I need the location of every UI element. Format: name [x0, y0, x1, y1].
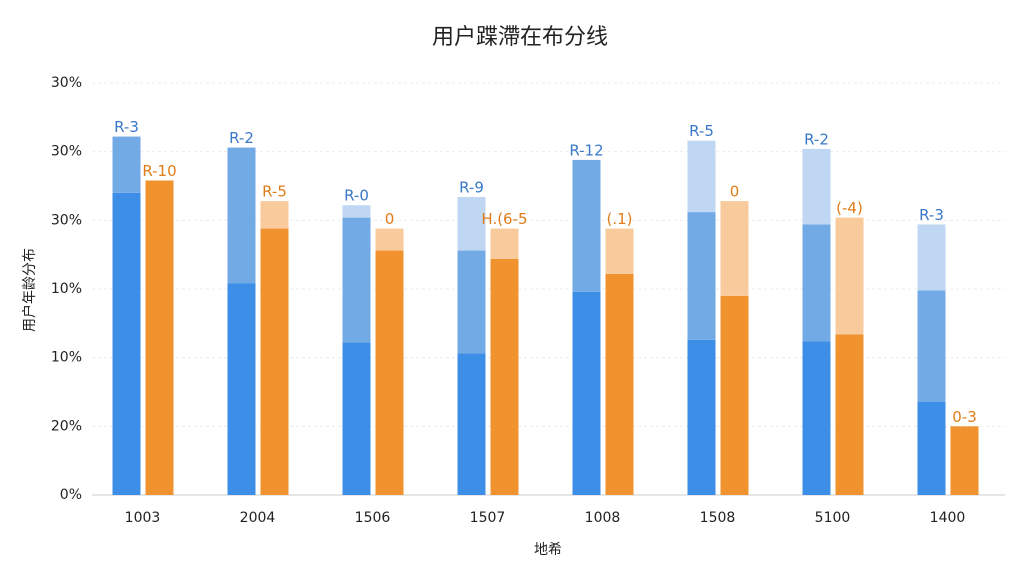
data-label: R-0 — [344, 187, 369, 205]
bar-segment — [145, 180, 174, 496]
data-label: R-3 — [114, 118, 139, 136]
bar-segment — [720, 201, 749, 296]
bar-segment — [950, 426, 979, 495]
data-label: (.1) — [606, 210, 632, 228]
y-tick-label: 10% — [51, 350, 82, 366]
bar-segment — [457, 250, 486, 354]
bar-segment — [342, 205, 371, 218]
y-axis-label: 用户年龄分布 — [21, 248, 38, 332]
data-label: R-10 — [142, 162, 176, 180]
bar-segment — [375, 250, 404, 495]
bar-segment — [227, 283, 256, 495]
bar-segment — [917, 224, 946, 291]
data-label: R-3 — [919, 206, 944, 224]
x-tick-label: 1003 — [125, 510, 161, 526]
data-label: R-2 — [804, 130, 829, 148]
bar-segment — [490, 228, 519, 259]
bar-segment — [835, 334, 864, 495]
bar-segment — [260, 228, 289, 495]
y-tick-label: 30% — [51, 144, 82, 160]
data-label: R-5 — [689, 122, 714, 140]
y-tick-label: 30% — [51, 212, 82, 228]
x-tick-label: 2004 — [240, 510, 276, 526]
bar-segment — [720, 295, 749, 495]
y-tick-label: 20% — [51, 418, 82, 434]
y-tick-label: 10% — [51, 281, 82, 297]
y-tick-label: 0% — [60, 487, 82, 503]
bar-segment — [490, 258, 519, 495]
bar-segment — [802, 148, 831, 225]
x-tick-label: 1400 — [930, 510, 966, 526]
bar-segment — [457, 196, 486, 251]
bar-segment — [687, 339, 716, 495]
bar-segment — [917, 401, 946, 495]
data-label: 0 — [730, 183, 740, 201]
bar-segment — [802, 224, 831, 342]
y-tick-label: 30% — [51, 75, 82, 91]
x-tick-label: 1506 — [355, 510, 391, 526]
bar-segment — [112, 192, 141, 495]
bar-segment — [457, 353, 486, 495]
bar-segment — [917, 290, 946, 402]
bar-segment — [260, 201, 289, 229]
data-label: (-4) — [836, 199, 863, 217]
data-label: R-9 — [459, 178, 484, 196]
x-axis-label: 地希 — [534, 542, 562, 558]
data-label: 0-3 — [952, 408, 977, 426]
data-label: R-5 — [262, 183, 287, 201]
x-tick-label: 1008 — [585, 510, 621, 526]
bar-segment — [572, 159, 601, 292]
bar-segment — [687, 212, 716, 340]
bar-segment — [605, 228, 634, 274]
bar-segment — [687, 140, 716, 213]
bar-segment — [342, 342, 371, 495]
data-label: R-12 — [569, 141, 603, 159]
x-tick-label: 1507 — [470, 510, 506, 526]
bar-segment — [375, 228, 404, 251]
chart-title: 用户蹀滯在布分线 — [432, 25, 608, 50]
bar-segment — [572, 291, 601, 495]
bar-segment — [342, 217, 371, 343]
bar-segment — [112, 136, 141, 193]
data-label: R-2 — [229, 129, 254, 147]
data-label: H.(6-5 — [481, 210, 527, 228]
x-tick-label: 5100 — [815, 510, 851, 526]
bar-segment — [227, 147, 256, 284]
bar-segment — [835, 217, 864, 335]
data-label: 0 — [385, 210, 395, 228]
bar-segment — [802, 341, 831, 495]
bar-segment — [605, 273, 634, 495]
x-tick-label: 1508 — [700, 510, 736, 526]
